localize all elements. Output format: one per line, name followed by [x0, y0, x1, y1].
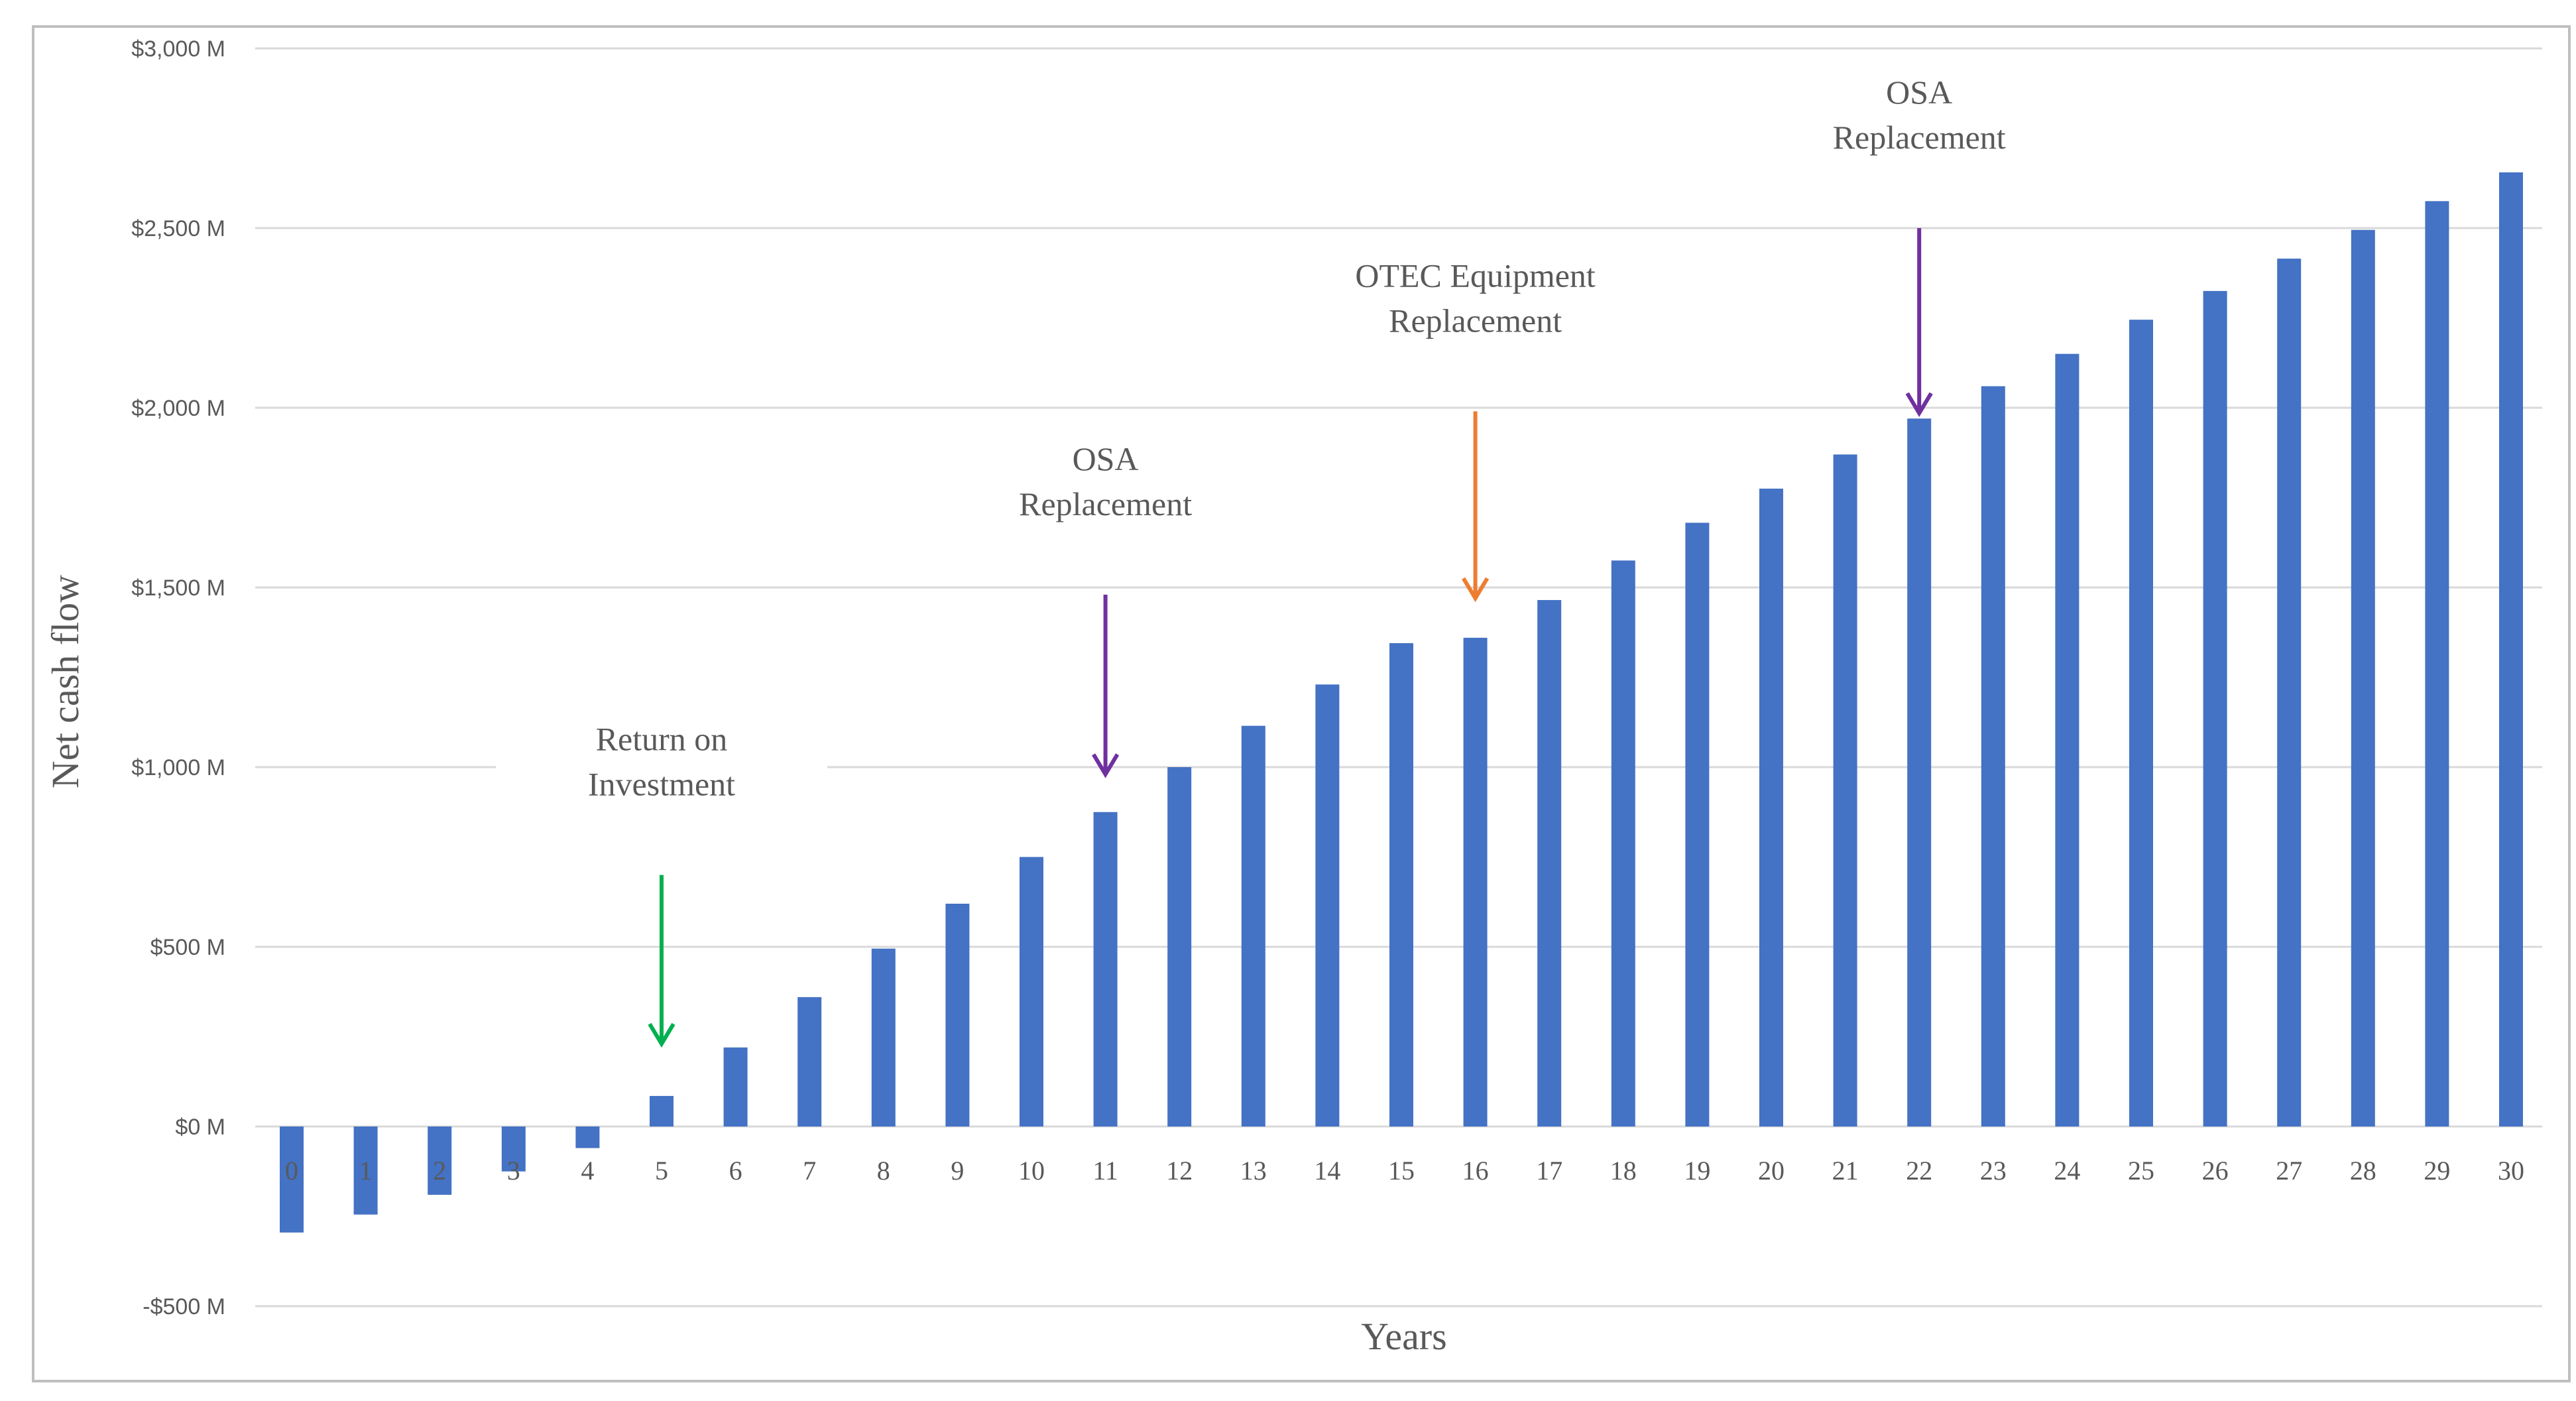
bar-year-12 — [1167, 767, 1192, 1127]
x-tick-label: 13 — [1240, 1156, 1267, 1186]
x-tick-label: 7 — [803, 1156, 816, 1186]
bar-year-3 — [501, 1127, 526, 1172]
y-tick-label: $0 M — [175, 1115, 225, 1140]
annotation-arrow-head — [648, 1022, 675, 1048]
x-tick-label: 25 — [2128, 1156, 2154, 1186]
y-tick-label: $500 M — [150, 935, 225, 960]
annotation-label-line: OSA — [1886, 74, 1952, 111]
annotation-label-box — [1753, 60, 2085, 178]
x-tick-label: 22 — [1906, 1156, 1932, 1186]
bar-year-0 — [280, 1127, 304, 1233]
bar-year-22 — [1907, 418, 1932, 1127]
annotation-label-line: Replacement — [1389, 302, 1562, 339]
x-tick-label: 29 — [2424, 1156, 2450, 1186]
bar-year-9 — [945, 903, 970, 1127]
y-tick-label: $1,000 M — [131, 755, 225, 780]
annotation-label-line: Return on — [596, 721, 728, 758]
y-tick-label: -$500 M — [143, 1294, 225, 1319]
x-tick-label: 26 — [2202, 1156, 2229, 1186]
bar-year-10 — [1020, 857, 1043, 1127]
bar-year-5 — [650, 1095, 673, 1127]
chart-border — [32, 25, 2571, 1382]
bar-year-19 — [1685, 522, 1710, 1127]
annotation-arrow-head — [1092, 753, 1120, 778]
annotation-label-box — [939, 426, 1271, 545]
x-tick-label: 0 — [285, 1156, 298, 1186]
annotation-2: OSA Replacement — [939, 426, 1271, 778]
x-axis-title: Years — [1361, 1315, 1446, 1358]
y-tick-label: $3,000 M — [131, 36, 225, 62]
x-tick-label: 19 — [1684, 1156, 1710, 1186]
y-tick-label: $2,500 M — [131, 216, 225, 241]
x-tick-label: 4 — [581, 1156, 594, 1186]
bar-year-26 — [2203, 290, 2227, 1127]
bar-layer — [280, 172, 2523, 1233]
annotation-label-line: Replacement — [1019, 485, 1192, 522]
bar-year-15 — [1389, 643, 1413, 1127]
annotation-arrow-head — [1905, 392, 1933, 417]
y-axis-ticks: -$500 M $0 M $500 M $1,000 M $1,500 M $2,000 … — [131, 36, 225, 1319]
x-tick-label: 21 — [1832, 1156, 1859, 1186]
annotation-1: Return on Investment — [496, 707, 827, 1048]
x-tick-label: 2 — [433, 1156, 446, 1186]
bar-year-1 — [353, 1127, 378, 1215]
bar-year-21 — [1833, 454, 1857, 1127]
x-tick-label: 24 — [2054, 1156, 2080, 1186]
bar-year-4 — [575, 1127, 600, 1148]
annotation-label-box — [1309, 243, 1641, 362]
x-tick-label: 30 — [2498, 1156, 2524, 1186]
x-tick-label: 28 — [2350, 1156, 2376, 1186]
bar-year-6 — [723, 1047, 748, 1127]
annotation-arrow-head — [1462, 577, 1490, 603]
bar-year-2 — [428, 1127, 452, 1195]
annotation-label-line: OSA — [1073, 440, 1139, 477]
x-tick-label: 11 — [1092, 1156, 1118, 1186]
x-tick-label: 16 — [1462, 1156, 1489, 1186]
bar-year-13 — [1241, 725, 1265, 1127]
bar-year-28 — [2351, 229, 2375, 1127]
bar-year-27 — [2277, 259, 2302, 1127]
bar-year-30 — [2499, 172, 2523, 1127]
annotation-4: OSA Replacement — [1753, 60, 2085, 417]
bar-year-17 — [1537, 599, 1562, 1127]
x-tick-label: 10 — [1018, 1156, 1045, 1186]
x-tick-label: 27 — [2276, 1156, 2302, 1186]
x-tick-label: 1 — [359, 1156, 373, 1186]
annotation-label-line: Investment — [588, 766, 735, 803]
y-axis-title: Net cash flow — [44, 575, 87, 788]
x-tick-label: 6 — [729, 1156, 742, 1186]
x-tick-label: 3 — [507, 1156, 520, 1186]
y-tick-label: $2,000 M — [131, 396, 225, 421]
bar-year-8 — [871, 948, 896, 1127]
x-tick-label: 9 — [951, 1156, 964, 1186]
annotation-label-line: Replacement — [1833, 119, 2006, 156]
bar-year-25 — [2129, 320, 2153, 1127]
x-axis-ticks: 0 1 2 3 4 5 6 7 8 9 10 11 12 13 14 15 16 17 18 19 20 21 22 23 24… — [285, 1156, 2524, 1186]
annotation-label-line: OTEC Equipment — [1355, 257, 1596, 294]
bar-year-7 — [797, 997, 822, 1127]
bar-year-24 — [2055, 353, 2079, 1127]
bar-year-11 — [1093, 812, 1118, 1127]
bar-year-20 — [1759, 488, 1783, 1127]
x-tick-label: 17 — [1536, 1156, 1562, 1186]
annotation-3: OTEC Equipment Replacement — [1309, 243, 1641, 603]
x-tick-label: 15 — [1388, 1156, 1415, 1186]
bar-year-29 — [2425, 201, 2449, 1127]
x-tick-label: 14 — [1314, 1156, 1340, 1186]
y-tick-label: $1,500 M — [131, 576, 225, 601]
bar-year-18 — [1611, 560, 1635, 1127]
annotation-label-box — [496, 707, 827, 825]
bar-year-14 — [1315, 684, 1340, 1127]
bar-year-16 — [1463, 637, 1488, 1127]
bar-year-23 — [1981, 386, 2005, 1127]
x-tick-label: 23 — [1980, 1156, 2007, 1186]
x-tick-label: 18 — [1610, 1156, 1637, 1186]
x-tick-label: 12 — [1166, 1156, 1193, 1186]
x-tick-label: 5 — [655, 1156, 668, 1186]
x-tick-label: 20 — [1758, 1156, 1785, 1186]
x-tick-label: 8 — [877, 1156, 890, 1186]
